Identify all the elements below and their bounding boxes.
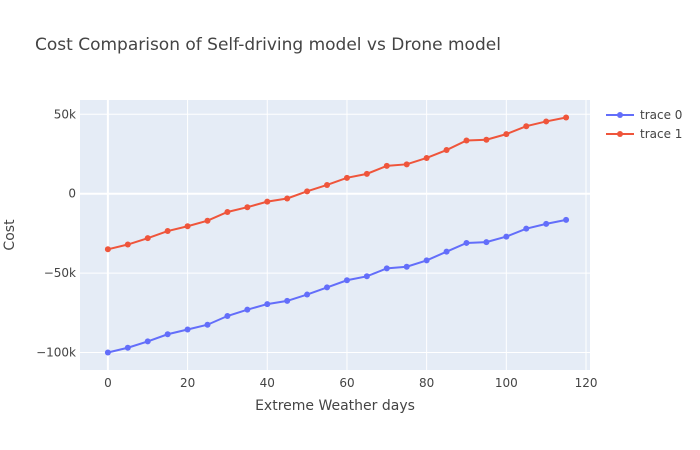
- data-point: [483, 239, 490, 246]
- data-point: [204, 321, 211, 328]
- data-point: [164, 228, 171, 235]
- data-point: [523, 123, 530, 130]
- x-tick-label: 40: [260, 376, 275, 390]
- chart-title: Cost Comparison of Self-driving model vs…: [35, 35, 501, 55]
- data-point: [184, 223, 191, 230]
- data-point: [463, 137, 470, 144]
- data-point: [563, 216, 570, 223]
- grid-lines: [80, 100, 590, 370]
- data-point: [324, 181, 331, 188]
- data-point: [124, 241, 131, 248]
- y-axis-title: Cost: [2, 219, 18, 251]
- series-line: [107, 218, 567, 354]
- data-point: [164, 331, 171, 338]
- legend-label: trace 1: [640, 127, 682, 141]
- data-point: [264, 301, 271, 308]
- data-point: [423, 257, 430, 264]
- data-point: [224, 208, 231, 215]
- data-point: [184, 326, 191, 333]
- data-point: [543, 118, 550, 125]
- legend[interactable]: trace 0 trace 1: [606, 108, 682, 141]
- x-tick-label: 60: [339, 376, 354, 390]
- legend-marker: [617, 112, 623, 118]
- data-point: [304, 188, 311, 195]
- data-point: [523, 225, 530, 232]
- data-point: [563, 114, 570, 121]
- data-point: [363, 170, 370, 177]
- series-group: [104, 114, 570, 356]
- data-point: [363, 273, 370, 280]
- data-point: [403, 263, 410, 270]
- data-point: [343, 277, 350, 284]
- series-0: [104, 216, 570, 356]
- data-point: [343, 174, 350, 181]
- data-point: [503, 233, 510, 240]
- data-point: [383, 265, 390, 272]
- data-point: [104, 349, 111, 356]
- x-tick-label: 20: [180, 376, 195, 390]
- legend-item[interactable]: trace 0: [606, 108, 682, 122]
- y-tick-label: −100k: [36, 346, 76, 360]
- x-axis-title: Extreme Weather days: [255, 398, 415, 414]
- x-tick-label: 0: [104, 376, 112, 390]
- x-tick-label: 80: [419, 376, 434, 390]
- data-point: [543, 220, 550, 227]
- y-tick-label: 50k: [54, 107, 76, 121]
- data-point: [443, 248, 450, 255]
- data-point: [383, 162, 390, 169]
- legend-item[interactable]: trace 1: [606, 127, 682, 141]
- data-point: [503, 131, 510, 138]
- data-point: [423, 154, 430, 161]
- x-tick-label: 120: [575, 376, 598, 390]
- x-tick-labels: 0 20 40 60 80 100 120: [104, 376, 597, 390]
- y-tick-labels: −100k −50k 0 50k: [36, 107, 76, 359]
- y-tick-label: −50k: [44, 266, 76, 280]
- data-point: [443, 147, 450, 154]
- data-point: [144, 338, 151, 345]
- legend-label: trace 0: [640, 108, 682, 122]
- data-point: [104, 246, 111, 253]
- data-point: [244, 306, 251, 313]
- y-tick-label: 0: [68, 187, 76, 201]
- data-point: [124, 344, 131, 351]
- data-point: [284, 297, 291, 304]
- data-point: [324, 284, 331, 291]
- data-point: [144, 235, 151, 242]
- legend-marker: [617, 131, 623, 137]
- series-1: [104, 114, 570, 253]
- data-point: [403, 161, 410, 168]
- data-point: [304, 291, 311, 298]
- data-point: [224, 313, 231, 319]
- data-point: [204, 217, 211, 224]
- series-line: [107, 116, 567, 251]
- data-point: [483, 136, 490, 143]
- data-point: [284, 195, 291, 202]
- data-point: [463, 239, 470, 246]
- data-point: [244, 204, 251, 211]
- x-tick-label: 100: [495, 376, 518, 390]
- data-point: [264, 198, 271, 205]
